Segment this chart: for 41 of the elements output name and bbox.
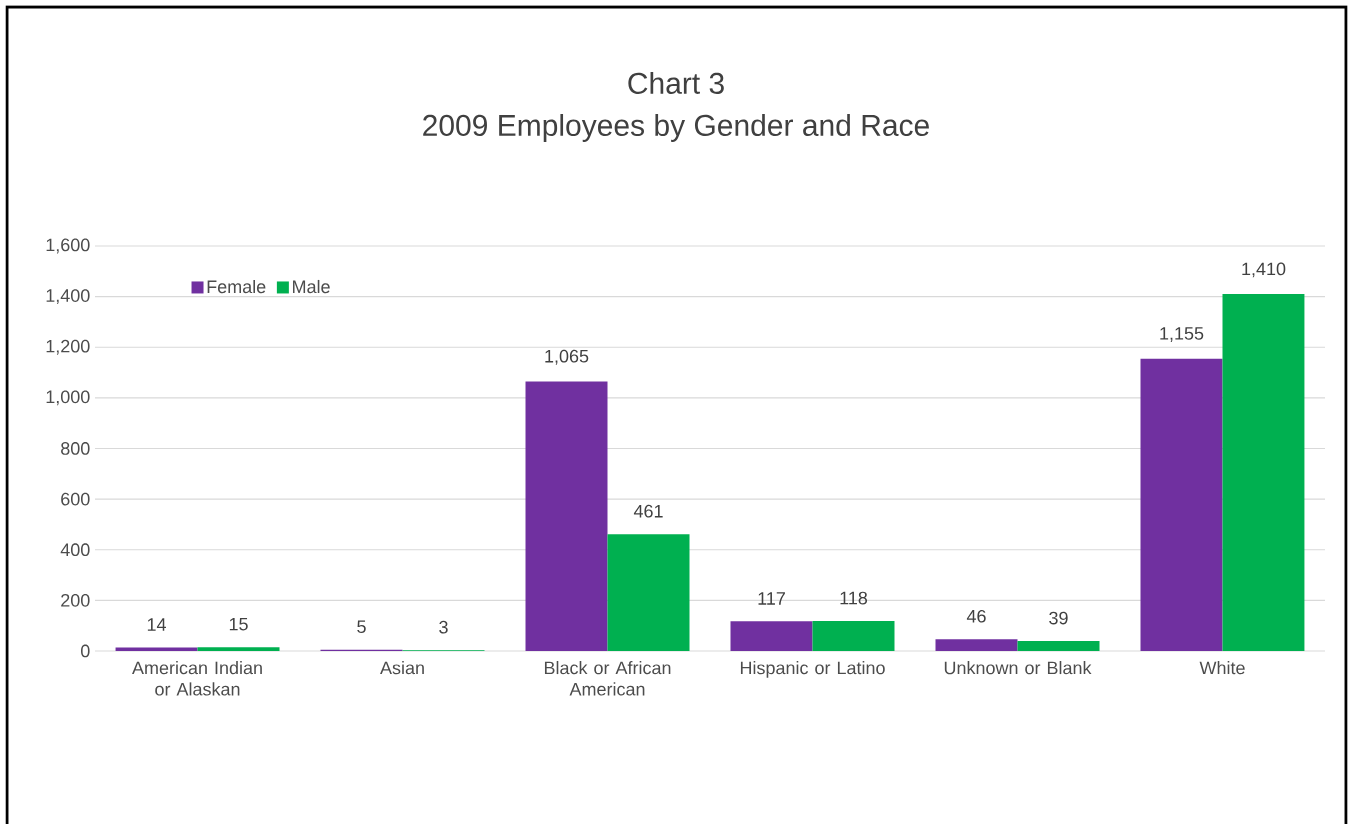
- x-tick-label: Asian: [380, 661, 424, 675]
- data-label: 1,155: [1160, 327, 1204, 342]
- y-tick-label: 1,000: [46, 390, 90, 406]
- legend-label: Male: [293, 279, 330, 294]
- data-label: 39: [1049, 611, 1068, 625]
- x-tick-label: Black or African American: [544, 661, 671, 696]
- x-tick-label: White: [1199, 661, 1245, 675]
- data-label: 118: [840, 591, 868, 605]
- bar: [812, 621, 895, 651]
- data-label: 5: [357, 620, 366, 633]
- y-tick-label: 1,400: [46, 289, 90, 305]
- x-tick-label: Hispanic or Latino: [740, 661, 885, 678]
- data-label: 46: [966, 609, 986, 623]
- bar: [1222, 294, 1305, 651]
- bar: [115, 647, 198, 651]
- bar: [607, 534, 690, 651]
- data-label: 3: [439, 620, 448, 634]
- data-label: 14: [147, 618, 166, 631]
- y-tick-label: 600: [61, 492, 90, 506]
- data-label: 461: [633, 504, 663, 518]
- chart-subtitle: 2009 Employees by Gender and Race: [423, 114, 929, 142]
- bar: [197, 647, 280, 651]
- data-label: 117: [758, 592, 785, 605]
- y-tick-label: 200: [61, 593, 90, 607]
- data-label: 1,410: [1242, 262, 1286, 278]
- legend-label: Female: [207, 279, 266, 294]
- bar: [525, 381, 608, 651]
- bar: [935, 639, 1018, 651]
- y-tick-label: 400: [60, 543, 90, 557]
- x-tick-label: Unknown or Blank: [944, 661, 1092, 675]
- bar: [1017, 641, 1100, 651]
- bar: [1140, 358, 1223, 651]
- chart-title: Chart 3: [628, 71, 724, 94]
- data-label: 15: [229, 617, 248, 631]
- y-tick-label: 1,600: [46, 238, 90, 254]
- y-tick-label: 0: [81, 644, 90, 658]
- y-tick-label: 1,200: [46, 339, 90, 355]
- y-tick-label: 800: [61, 442, 90, 455]
- data-label: 1,065: [545, 349, 589, 365]
- x-tick-label: American Indian or Alaskan: [132, 661, 262, 696]
- bar: [730, 621, 813, 651]
